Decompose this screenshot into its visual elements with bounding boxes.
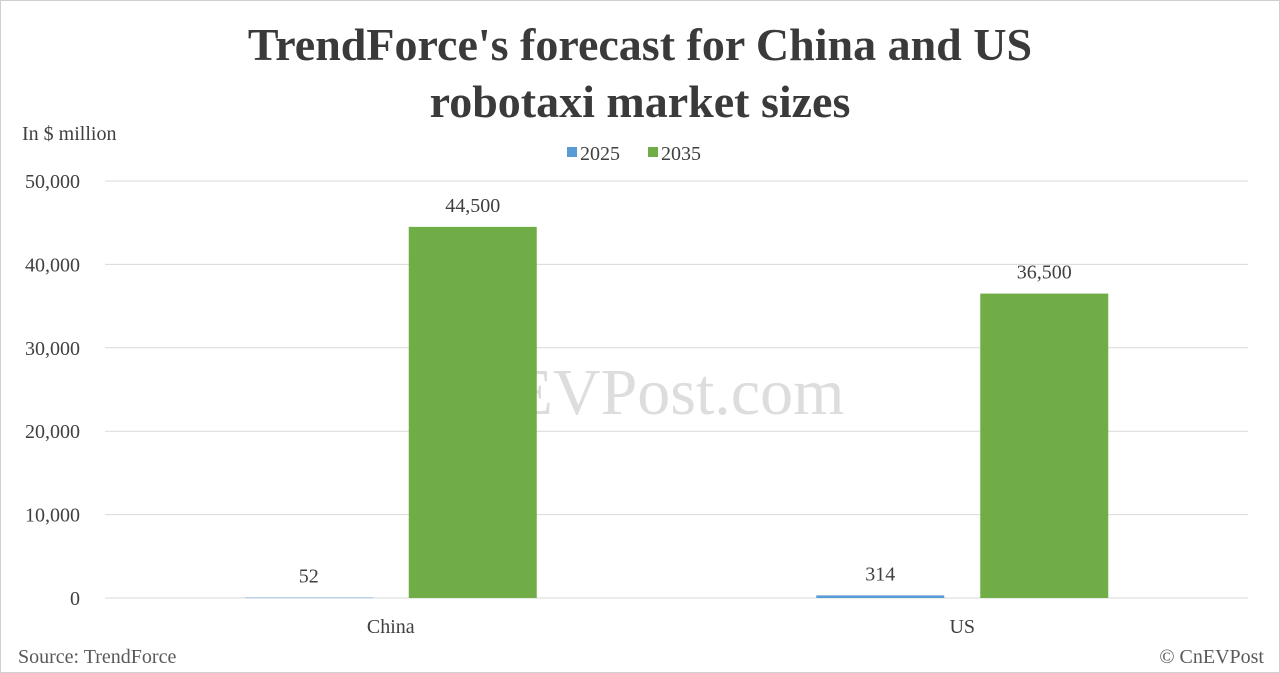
legend-label-2025: 2025 — [580, 143, 620, 165]
y-axis-label: In $ million — [22, 123, 116, 145]
data-label: 314 — [865, 563, 895, 585]
x-tick-label: China — [367, 616, 415, 638]
y-tick-label: 0 — [70, 588, 80, 610]
y-tick-label: 50,000 — [25, 171, 80, 193]
chart-title-line-2: robotaxi market sizes — [430, 76, 851, 127]
legend: 2025 2035 — [567, 143, 701, 165]
y-tick-label: 40,000 — [25, 254, 80, 276]
copyright-note: © CnEVPost — [1159, 646, 1264, 668]
bar-2035-china — [408, 226, 537, 598]
x-tick-label: US — [949, 616, 975, 638]
legend-label-2035: 2035 — [661, 143, 701, 165]
data-label: 36,500 — [1017, 262, 1072, 284]
y-tick-label: 20,000 — [25, 421, 80, 443]
legend-swatch-2035 — [648, 147, 658, 157]
bar-2025-china — [244, 597, 373, 599]
chart-title-line-1: TrendForce's forecast for China and US — [248, 19, 1032, 70]
source-note: Source: TrendForce — [18, 646, 176, 668]
data-label: 44,500 — [445, 195, 500, 217]
y-tick-label: 10,000 — [25, 505, 80, 527]
legend-swatch-2025 — [567, 147, 577, 157]
bar-2035-us — [980, 293, 1109, 598]
data-label: 52 — [299, 566, 319, 588]
y-tick-label: 30,000 — [25, 338, 80, 360]
bar-2025-us — [816, 595, 945, 598]
